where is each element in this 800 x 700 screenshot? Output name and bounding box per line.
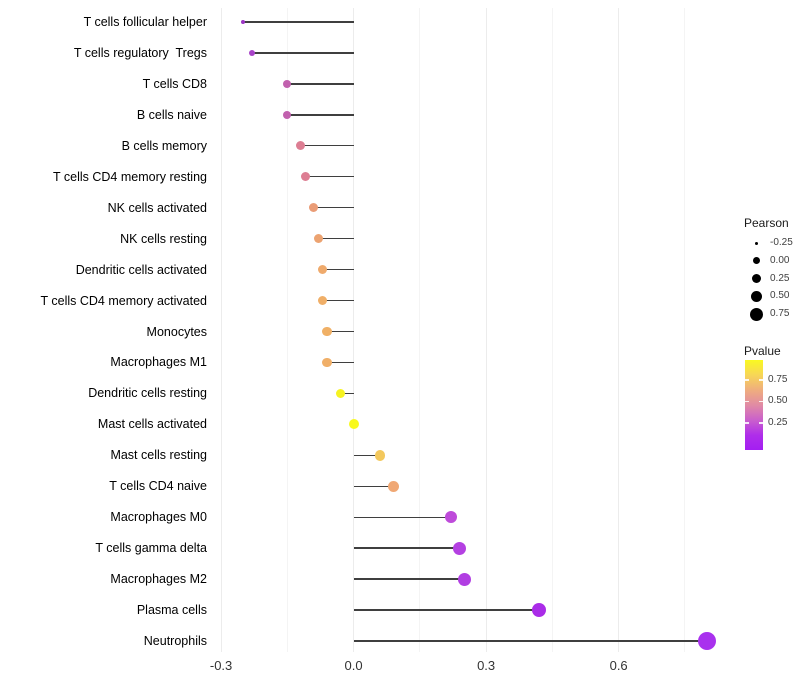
pvalue-colorbar-tick <box>745 400 749 403</box>
pearson-legend-title: Pearson <box>744 216 789 230</box>
pvalue-legend-value: 0.25 <box>768 417 788 428</box>
category-label: T cells follicular helper <box>83 15 207 29</box>
lollipop-dot <box>240 19 246 25</box>
lollipop-dot <box>697 631 717 651</box>
category-label: T cells CD8 <box>142 76 207 91</box>
lollipop-dot <box>322 357 332 368</box>
stem-line <box>353 547 460 549</box>
category-label: B cells naive <box>136 107 207 122</box>
minor-gridline <box>551 8 553 652</box>
major-gridline <box>220 8 222 652</box>
lollipop-dot <box>317 264 328 275</box>
stem-line <box>353 640 707 642</box>
lollipop-dot <box>309 203 319 213</box>
pvalue-colorbar <box>745 360 763 450</box>
stem-line <box>305 176 354 178</box>
pearson-legend-value: -0.25 <box>770 237 793 248</box>
lollipop-dot <box>313 234 323 244</box>
stem-line <box>251 52 354 54</box>
pearson-legend-dot <box>751 274 761 284</box>
lollipop-dot <box>335 388 346 399</box>
category-label: T cells CD4 naive <box>109 479 207 494</box>
category-label: Monocytes <box>146 324 207 339</box>
stem-line <box>322 299 354 302</box>
category-label: Dendritic cells activated <box>75 262 207 277</box>
minor-gridline <box>684 8 686 652</box>
pearson-legend-value: 0.00 <box>770 254 790 266</box>
lollipop-dot <box>387 480 399 492</box>
major-gridline <box>353 8 355 652</box>
category-label: Macrophages M2 <box>110 572 207 587</box>
stem-line <box>322 268 354 271</box>
category-label: Plasma cells <box>136 603 207 618</box>
stem-line <box>353 485 394 487</box>
pearson-legend-value: 0.25 <box>770 272 790 284</box>
stem-line <box>318 237 354 240</box>
pvalue-colorbar-tick <box>759 379 763 381</box>
category-label: NK cells resting <box>120 231 207 246</box>
lollipop-dot <box>453 541 467 555</box>
pearson-legend-value: 0.75 <box>770 308 790 320</box>
pvalue-legend-value: 0.50 <box>768 395 788 407</box>
category-label: Macrophages M0 <box>110 510 207 525</box>
stem-line <box>353 578 465 580</box>
lollipop-dot <box>457 572 471 586</box>
major-gridline <box>485 8 487 652</box>
stem-line <box>287 83 354 85</box>
lollipop-dot <box>283 110 292 119</box>
pearson-legend-value: 0.50 <box>770 290 790 302</box>
pvalue-colorbar-tick <box>745 422 749 424</box>
pvalue-legend-value: 0.75 <box>768 373 788 385</box>
stem-line <box>353 454 381 456</box>
pearson-legend-dot <box>749 307 763 321</box>
lollipop-dot <box>322 326 332 337</box>
stem-line <box>327 361 354 364</box>
category-label: T cells gamma delta <box>95 541 207 556</box>
stem-line <box>287 114 354 116</box>
lollipop-dot <box>374 450 386 461</box>
stem-line <box>300 145 354 147</box>
category-label: Mast cells activated <box>97 417 207 432</box>
pearson-legend-dot <box>754 241 758 245</box>
x-tick-label: 0.0 <box>344 658 363 673</box>
pvalue-legend-title: Pvalue <box>744 344 781 358</box>
lollipop-dot <box>283 79 292 88</box>
pearson-legend-dot <box>750 290 762 302</box>
stem-line <box>353 609 540 611</box>
minor-gridline <box>286 8 288 652</box>
lollipop-dot <box>296 141 306 151</box>
x-tick-label: 0.3 <box>477 658 496 673</box>
pvalue-colorbar-tick <box>745 379 749 381</box>
lollipop-dot <box>531 602 547 618</box>
lollipop-dot <box>348 419 359 430</box>
stem-line <box>353 516 451 518</box>
category-label: T cells CD4 memory resting <box>53 169 207 184</box>
stem-line <box>313 207 354 209</box>
stem-line <box>327 330 354 333</box>
category-label: Mast cells resting <box>110 448 207 463</box>
pvalue-colorbar-tick <box>759 422 763 424</box>
category-label: Dendritic cells resting <box>88 386 207 401</box>
category-label: Macrophages M1 <box>110 355 207 370</box>
x-tick-label: 0.6 <box>609 658 628 673</box>
category-label: B cells memory <box>121 138 207 153</box>
category-label: NK cells activated <box>107 200 207 215</box>
lollipop-dot <box>300 172 310 182</box>
major-gridline <box>618 8 620 652</box>
minor-gridline <box>419 8 421 652</box>
pvalue-colorbar-tick <box>759 400 763 403</box>
stem-line <box>243 21 354 23</box>
category-label: Neutrophils <box>143 634 207 648</box>
pearson-legend-dot <box>752 257 760 265</box>
lollipop-dot <box>444 510 458 524</box>
x-tick-label: -0.3 <box>209 658 233 673</box>
category-label: T cells CD4 memory activated <box>40 293 208 308</box>
lollipop-dot <box>317 295 328 306</box>
lollipop-dot <box>248 49 256 57</box>
stem-line <box>340 392 354 395</box>
category-label: T cells regulatory Tregs <box>73 45 207 60</box>
